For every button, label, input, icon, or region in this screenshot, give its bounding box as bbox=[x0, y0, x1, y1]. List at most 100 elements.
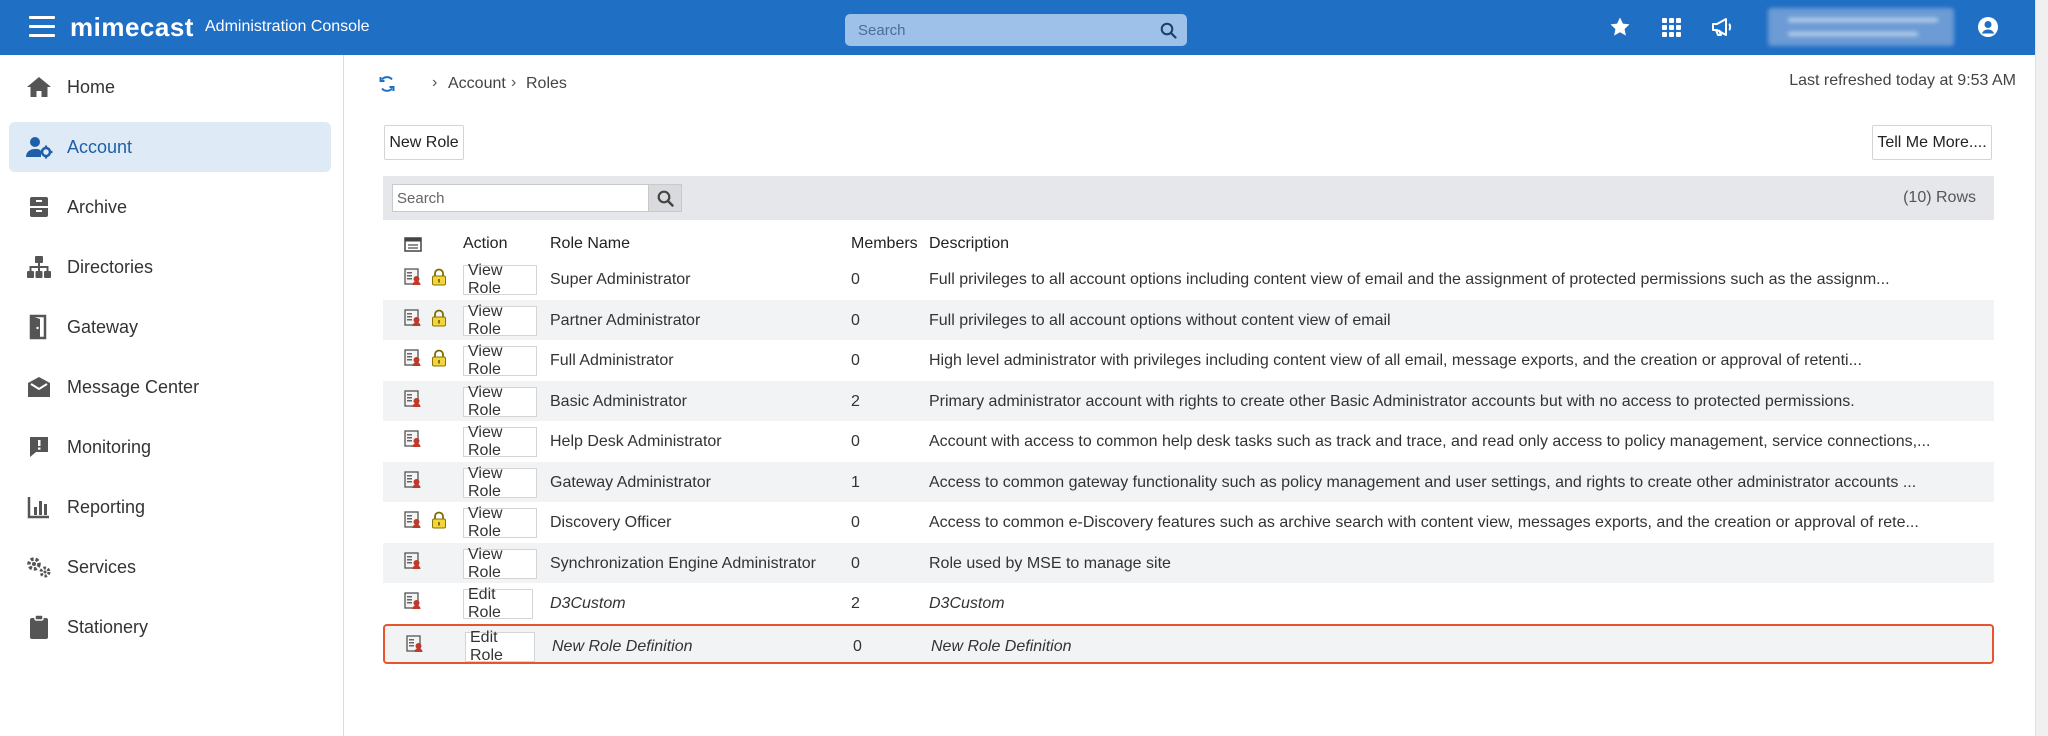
grid-search[interactable] bbox=[392, 184, 650, 212]
global-search-input[interactable] bbox=[858, 21, 1148, 39]
sidebar-item-label: Home bbox=[67, 76, 116, 97]
role-icon bbox=[404, 389, 421, 407]
role-icon bbox=[406, 634, 423, 652]
lock-icon bbox=[432, 309, 446, 326]
description-cell: Full privileges to all account options i… bbox=[929, 271, 1890, 288]
table-header: Action Role Name Members Description bbox=[383, 226, 1994, 258]
table-row[interactable]: View Role Super Administrator 0 Full privil… bbox=[383, 259, 1994, 299]
brand-logo: mimecast bbox=[70, 12, 194, 42]
sidebar-item-directories[interactable]: Directories bbox=[9, 242, 331, 292]
tell-me-more-button[interactable]: Tell Me More.... bbox=[1872, 125, 1992, 160]
members-cell: 0 bbox=[851, 352, 860, 369]
role-name-cell: Gateway Administrator bbox=[550, 473, 711, 491]
table-row[interactable]: View Role Gateway Administrator 1 Access to… bbox=[383, 461, 1994, 502]
members-cell: 0 bbox=[851, 514, 860, 531]
star-icon[interactable] bbox=[1608, 15, 1632, 39]
megaphone-icon[interactable] bbox=[1710, 15, 1734, 39]
global-search[interactable] bbox=[845, 14, 1187, 46]
table-row[interactable]: View Role Partner Administrator 0 Full priv… bbox=[383, 299, 1994, 340]
home-icon bbox=[25, 73, 53, 101]
user-account-icon[interactable] bbox=[1976, 15, 2000, 39]
view-role-button[interactable]: View Role bbox=[463, 465, 537, 500]
view-role-button[interactable]: View Role bbox=[463, 303, 537, 338]
directories-icon bbox=[25, 253, 53, 281]
sidebar-item-archive[interactable]: Archive bbox=[9, 182, 331, 232]
view-role-button[interactable]: View Role bbox=[463, 546, 537, 581]
column-header-role-name[interactable]: Role Name bbox=[550, 235, 631, 252]
services-icon bbox=[25, 553, 53, 581]
sidebar-item-message-center[interactable]: Message Center bbox=[9, 362, 331, 412]
role-name-cell: Synchronization Engine Administrator bbox=[550, 554, 816, 572]
description-cell: Access to common gateway functionality s… bbox=[929, 473, 1917, 491]
description-cell: New Role Definition bbox=[931, 637, 1072, 655]
search-icon[interactable] bbox=[1160, 22, 1177, 39]
table-row[interactable]: View Role Basic Administrator 2 Primary adm… bbox=[383, 380, 1994, 421]
table-row[interactable]: Edit Role D3Custom 2 D3Custom bbox=[383, 583, 1994, 623]
sidebar-item-home[interactable]: Home bbox=[9, 62, 331, 112]
role-icon bbox=[404, 592, 421, 609]
table-row[interactable]: View Role Discovery Officer 0 Access to com… bbox=[383, 502, 1994, 542]
grid-search-input[interactable] bbox=[393, 185, 648, 211]
reporting-icon bbox=[25, 493, 53, 521]
view-role-button[interactable]: View Role bbox=[463, 262, 537, 297]
console-title: Administration Console bbox=[205, 18, 370, 35]
role-name-cell: New Role Definition bbox=[552, 637, 693, 655]
lock-icon bbox=[432, 511, 446, 529]
description-cell: Full privileges to all account options w… bbox=[929, 311, 1391, 329]
members-cell: 2 bbox=[851, 595, 860, 612]
members-cell: 0 bbox=[851, 554, 860, 572]
view-role-button[interactable]: View Role bbox=[463, 505, 537, 540]
grid-toolbar: (10) Rows bbox=[383, 176, 1994, 220]
sidebar-item-label: Message Center bbox=[67, 376, 200, 397]
column-header-action[interactable]: Action bbox=[463, 235, 508, 252]
members-cell: 2 bbox=[851, 392, 860, 410]
new-role-button[interactable]: New Role bbox=[384, 125, 464, 160]
sidebar-item-label: Account bbox=[67, 136, 133, 157]
edit-role-button[interactable]: Edit Role bbox=[463, 586, 533, 621]
table-row[interactable]: Edit Role New Role Definition 0 New Role De… bbox=[383, 623, 1994, 664]
archive-icon bbox=[25, 193, 53, 221]
grid-search-button[interactable] bbox=[648, 184, 682, 212]
table-row[interactable]: View Role Help Desk Administrator 0 Account… bbox=[383, 421, 1994, 461]
search-icon bbox=[657, 190, 674, 207]
message-center-icon bbox=[25, 373, 53, 401]
sidebar: Home Account Archive Directories Gateway bbox=[0, 55, 344, 736]
role-icon bbox=[404, 268, 421, 285]
edit-role-button[interactable]: Edit Role bbox=[465, 629, 535, 664]
sidebar-item-services[interactable]: Services bbox=[9, 542, 331, 592]
account-settings-icon bbox=[25, 133, 53, 161]
user-info-redacted[interactable] bbox=[1768, 8, 1954, 46]
column-chooser-icon[interactable] bbox=[404, 237, 422, 252]
sidebar-item-label: Directories bbox=[67, 256, 154, 277]
role-name-cell: Basic Administrator bbox=[550, 392, 687, 410]
table-row[interactable]: View Role Full Administrator 0 High level a… bbox=[383, 340, 1994, 380]
view-role-button[interactable]: View Role bbox=[463, 424, 537, 459]
role-icon bbox=[404, 551, 421, 569]
sidebar-item-account[interactable]: Account bbox=[9, 122, 331, 172]
sidebar-item-reporting[interactable]: Reporting bbox=[9, 482, 331, 532]
scrollbar[interactable] bbox=[2035, 0, 2048, 736]
view-role-button[interactable]: View Role bbox=[463, 384, 537, 419]
members-cell: 0 bbox=[853, 637, 862, 655]
role-name-cell: Super Administrator bbox=[550, 271, 691, 288]
breadcrumb-item-account[interactable]: Account bbox=[448, 75, 506, 92]
table-row[interactable]: View Role Synchronization Engine Administ… bbox=[383, 542, 1994, 583]
role-name-cell: Partner Administrator bbox=[550, 311, 701, 329]
column-header-members[interactable]: Members bbox=[851, 235, 918, 252]
apps-grid-icon[interactable] bbox=[1659, 15, 1683, 39]
sidebar-item-gateway[interactable]: Gateway bbox=[9, 302, 331, 352]
role-icon bbox=[404, 308, 421, 326]
row-count: (10) Rows bbox=[1903, 189, 1976, 206]
monitoring-icon bbox=[25, 433, 53, 461]
menu-icon[interactable] bbox=[29, 16, 55, 38]
role-icon bbox=[404, 511, 421, 528]
members-cell: 1 bbox=[851, 473, 860, 491]
refresh-icon[interactable] bbox=[378, 75, 396, 93]
role-icon bbox=[404, 470, 421, 488]
sidebar-item-label: Gateway bbox=[67, 316, 139, 337]
column-header-description[interactable]: Description bbox=[929, 235, 1010, 252]
sidebar-item-monitoring[interactable]: Monitoring bbox=[9, 422, 331, 472]
view-role-button[interactable]: View Role bbox=[463, 343, 537, 378]
sidebar-item-stationery[interactable]: Stationery bbox=[9, 602, 331, 652]
sidebar-item-label: Services bbox=[67, 556, 137, 577]
